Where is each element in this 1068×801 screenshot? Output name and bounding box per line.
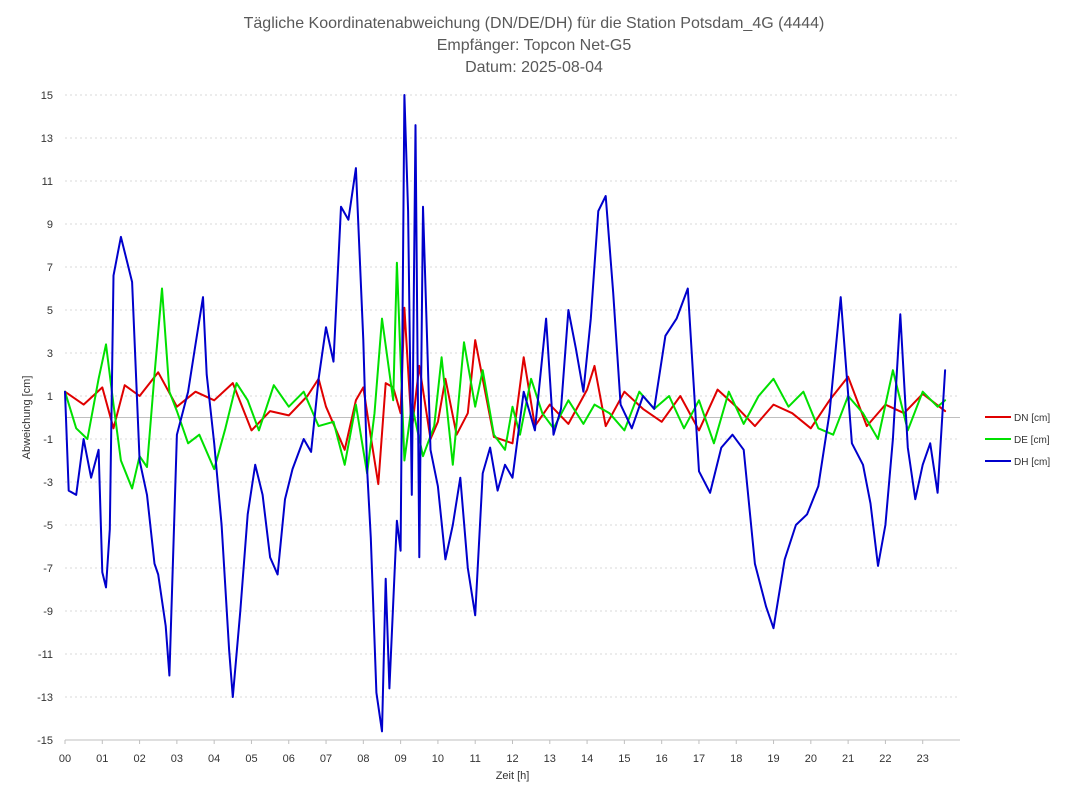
x-tick-label: 02 xyxy=(133,753,145,765)
y-tick-label: 1 xyxy=(47,391,53,403)
y-tick-label: 7 xyxy=(47,262,53,274)
chart-title-line: Datum: 2025-08-04 xyxy=(465,59,603,76)
gridlines xyxy=(65,94,960,741)
x-tick-label: 03 xyxy=(171,753,183,765)
legend-entry: DN [cm] xyxy=(1014,413,1050,424)
x-axis-label: Zeit [h] xyxy=(496,770,530,782)
y-tick-label: 3 xyxy=(47,348,53,360)
series-line-dh xyxy=(64,94,947,733)
x-tick-label: 06 xyxy=(283,753,295,765)
series-line-de xyxy=(64,261,947,490)
y-tick-label: -15 xyxy=(37,735,53,747)
y-tick-label: 15 xyxy=(41,90,53,102)
x-axis-ticks: 00 01 02 03 04 05 06 07 08 09 10 11 12 13 14 15 16 17 18 19… xyxy=(59,740,929,765)
x-tick-label: 17 xyxy=(693,753,705,765)
x-tick-label: 07 xyxy=(320,753,332,765)
x-tick-label: 11 xyxy=(469,753,480,765)
series-line-dn xyxy=(64,306,947,486)
y-tick-label: 11 xyxy=(42,176,53,188)
x-tick-label: 18 xyxy=(730,753,742,765)
x-tick-label: 22 xyxy=(879,753,891,765)
y-tick-label: -7 xyxy=(43,563,53,575)
y-axis-ticks: 15 13 11 9 7 5 3 1 -1 -3 -5 -7 -9 -11 -13 -15 xyxy=(37,90,53,747)
legend-entry: DH [cm] xyxy=(1014,457,1050,468)
y-tick-label: -1 xyxy=(43,434,53,446)
x-tick-label: 16 xyxy=(656,753,668,765)
y-tick-label: 5 xyxy=(47,305,53,317)
x-tick-label: 08 xyxy=(357,753,369,765)
x-tick-label: 13 xyxy=(544,753,556,765)
x-tick-label: 21 xyxy=(842,753,854,765)
y-tick-label: 9 xyxy=(47,219,53,231)
y-axis-label: Abweichung [cm] xyxy=(21,376,33,460)
x-tick-label: 19 xyxy=(767,753,779,765)
x-tick-label: 14 xyxy=(581,753,593,765)
x-tick-label: 09 xyxy=(395,753,407,765)
y-tick-label: 13 xyxy=(41,133,53,145)
y-tick-label: -5 xyxy=(43,520,53,532)
chart-title-line: Empfänger: Topcon Net-G5 xyxy=(437,37,632,54)
x-tick-label: 01 xyxy=(96,753,108,765)
series-lines xyxy=(64,94,947,733)
chart-title: Tägliche Koordinatenabweichung (DN/DE/DH… xyxy=(244,15,825,76)
y-tick-label: -11 xyxy=(38,649,53,661)
x-tick-label: 00 xyxy=(59,753,71,765)
x-tick-label: 23 xyxy=(917,753,929,765)
x-tick-label: 10 xyxy=(432,753,444,765)
legend-entry: DE [cm] xyxy=(1014,435,1050,446)
x-tick-label: 20 xyxy=(805,753,817,765)
legend: DN [cm] DE [cm] DH [cm] xyxy=(985,413,1050,468)
y-tick-label: -3 xyxy=(43,477,53,489)
chart-title-line: Tägliche Koordinatenabweichung (DN/DE/DH… xyxy=(244,15,825,32)
y-tick-label: -13 xyxy=(37,692,53,704)
x-tick-label: 12 xyxy=(506,753,518,765)
x-tick-label: 05 xyxy=(245,753,257,765)
y-tick-label: -9 xyxy=(43,606,53,618)
x-tick-label: 15 xyxy=(618,753,630,765)
x-tick-label: 04 xyxy=(208,753,220,765)
